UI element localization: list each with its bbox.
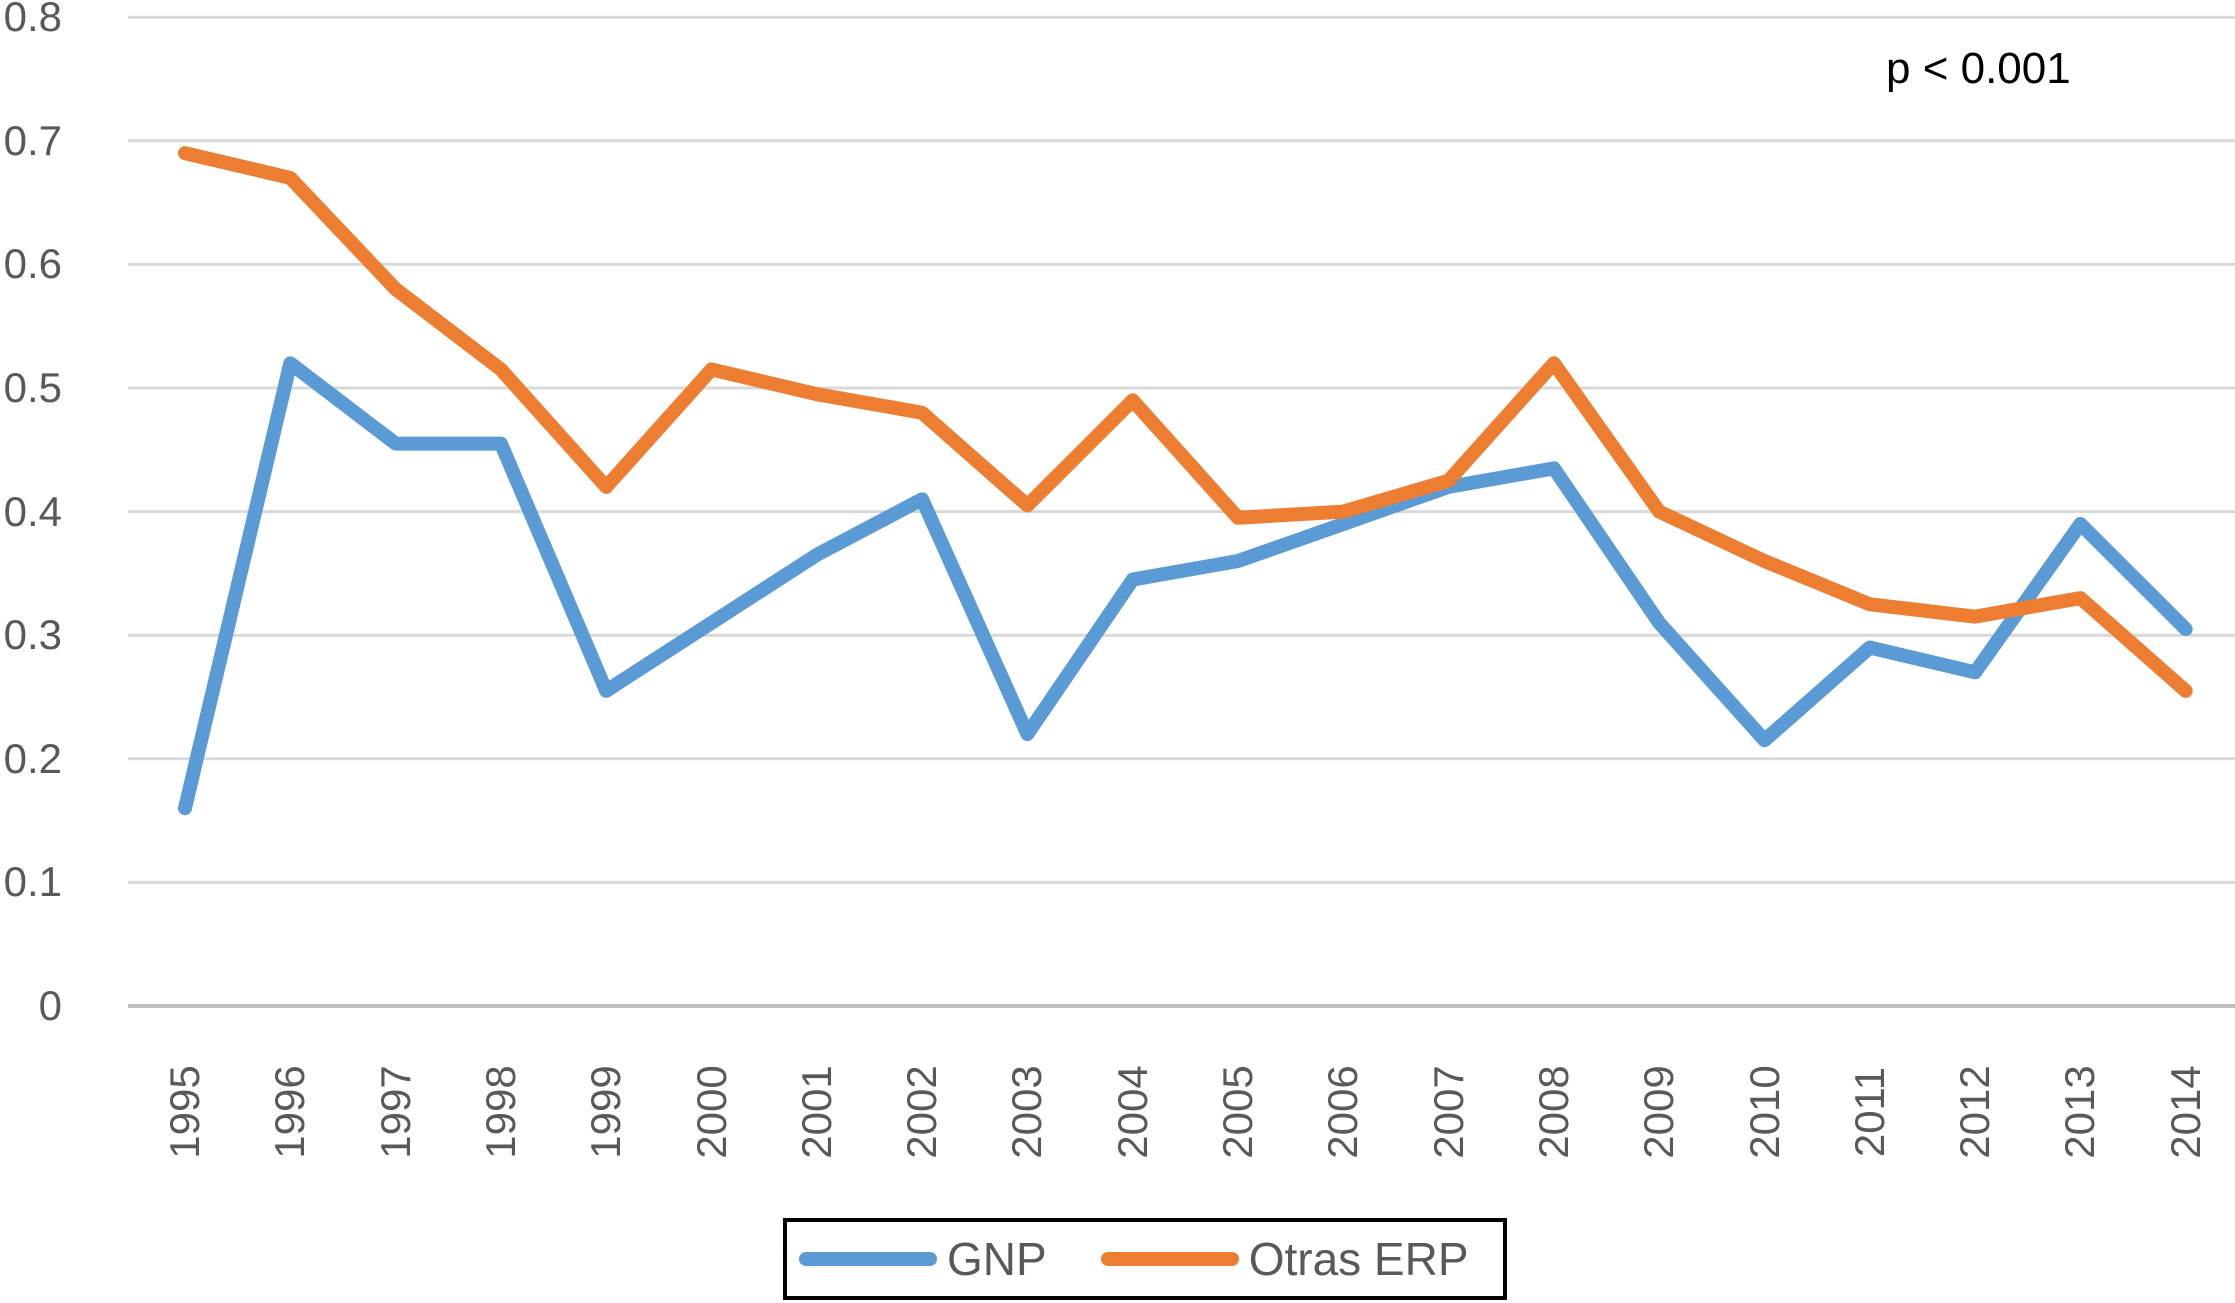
x-axis-tick-label: 2003 xyxy=(1003,1065,1051,1159)
x-axis-tick-label: 1997 xyxy=(371,1065,419,1159)
gnp-line-series xyxy=(178,356,2193,816)
x-axis-tick-label: 1999 xyxy=(582,1065,630,1159)
y-axis-tick-label: 0.4 xyxy=(3,487,62,535)
x-axis-tick-label: 2014 xyxy=(2161,1065,2209,1159)
y-axis-tick-label: 0.5 xyxy=(3,364,62,411)
otras-erp-legend-label: Otras ERP xyxy=(1248,1233,1469,1285)
y-axis-tick-label: 0.8 xyxy=(3,0,62,41)
y-axis-tick-label: 0.7 xyxy=(3,116,62,164)
x-axis-tick-label: 2000 xyxy=(687,1065,735,1159)
x-axis-tick-label: 2002 xyxy=(898,1065,946,1159)
otras-erp-line-series xyxy=(178,146,2193,698)
x-axis-tick-label: 2008 xyxy=(1529,1065,1577,1159)
p-value-annotation: p < 0.001 xyxy=(1886,44,2071,93)
x-axis-tick-label: 2009 xyxy=(1635,1065,1683,1159)
x-axis-tick-label: 2001 xyxy=(792,1065,840,1159)
gnp-legend-label: GNP xyxy=(947,1233,1047,1285)
y-axis-tick-label: 0.1 xyxy=(3,858,62,906)
y-axis-tick-label: 0 xyxy=(38,982,62,1029)
x-axis-tick-label: 2006 xyxy=(1319,1065,1367,1159)
y-axis-tick-label: 0.3 xyxy=(3,611,62,659)
x-axis-tick-label: 2010 xyxy=(1740,1065,1788,1159)
x-axis-tick-label: 2012 xyxy=(1951,1065,1999,1159)
legend: GNP Otras ERP xyxy=(783,1218,1507,1300)
gnp-legend-swatch xyxy=(799,1252,937,1266)
x-axis-tick-label: 1995 xyxy=(161,1065,208,1159)
y-axis-tick-label: 0.2 xyxy=(3,734,62,782)
x-axis-tick-label: 2004 xyxy=(1108,1065,1156,1159)
y-axis-tick-label: 0.6 xyxy=(3,240,62,288)
x-axis-tick-label: 2005 xyxy=(1214,1065,1261,1159)
x-axis-tick-label: 2011 xyxy=(1845,1066,1893,1158)
x-axis-tick-label: 2007 xyxy=(1424,1065,1472,1159)
x-axis-tick-label: 1998 xyxy=(476,1065,524,1159)
x-axis-tick-label: 2013 xyxy=(2056,1065,2104,1159)
x-axis-tick-label: 1996 xyxy=(266,1065,314,1159)
otras-erp-legend-swatch xyxy=(1100,1252,1239,1266)
